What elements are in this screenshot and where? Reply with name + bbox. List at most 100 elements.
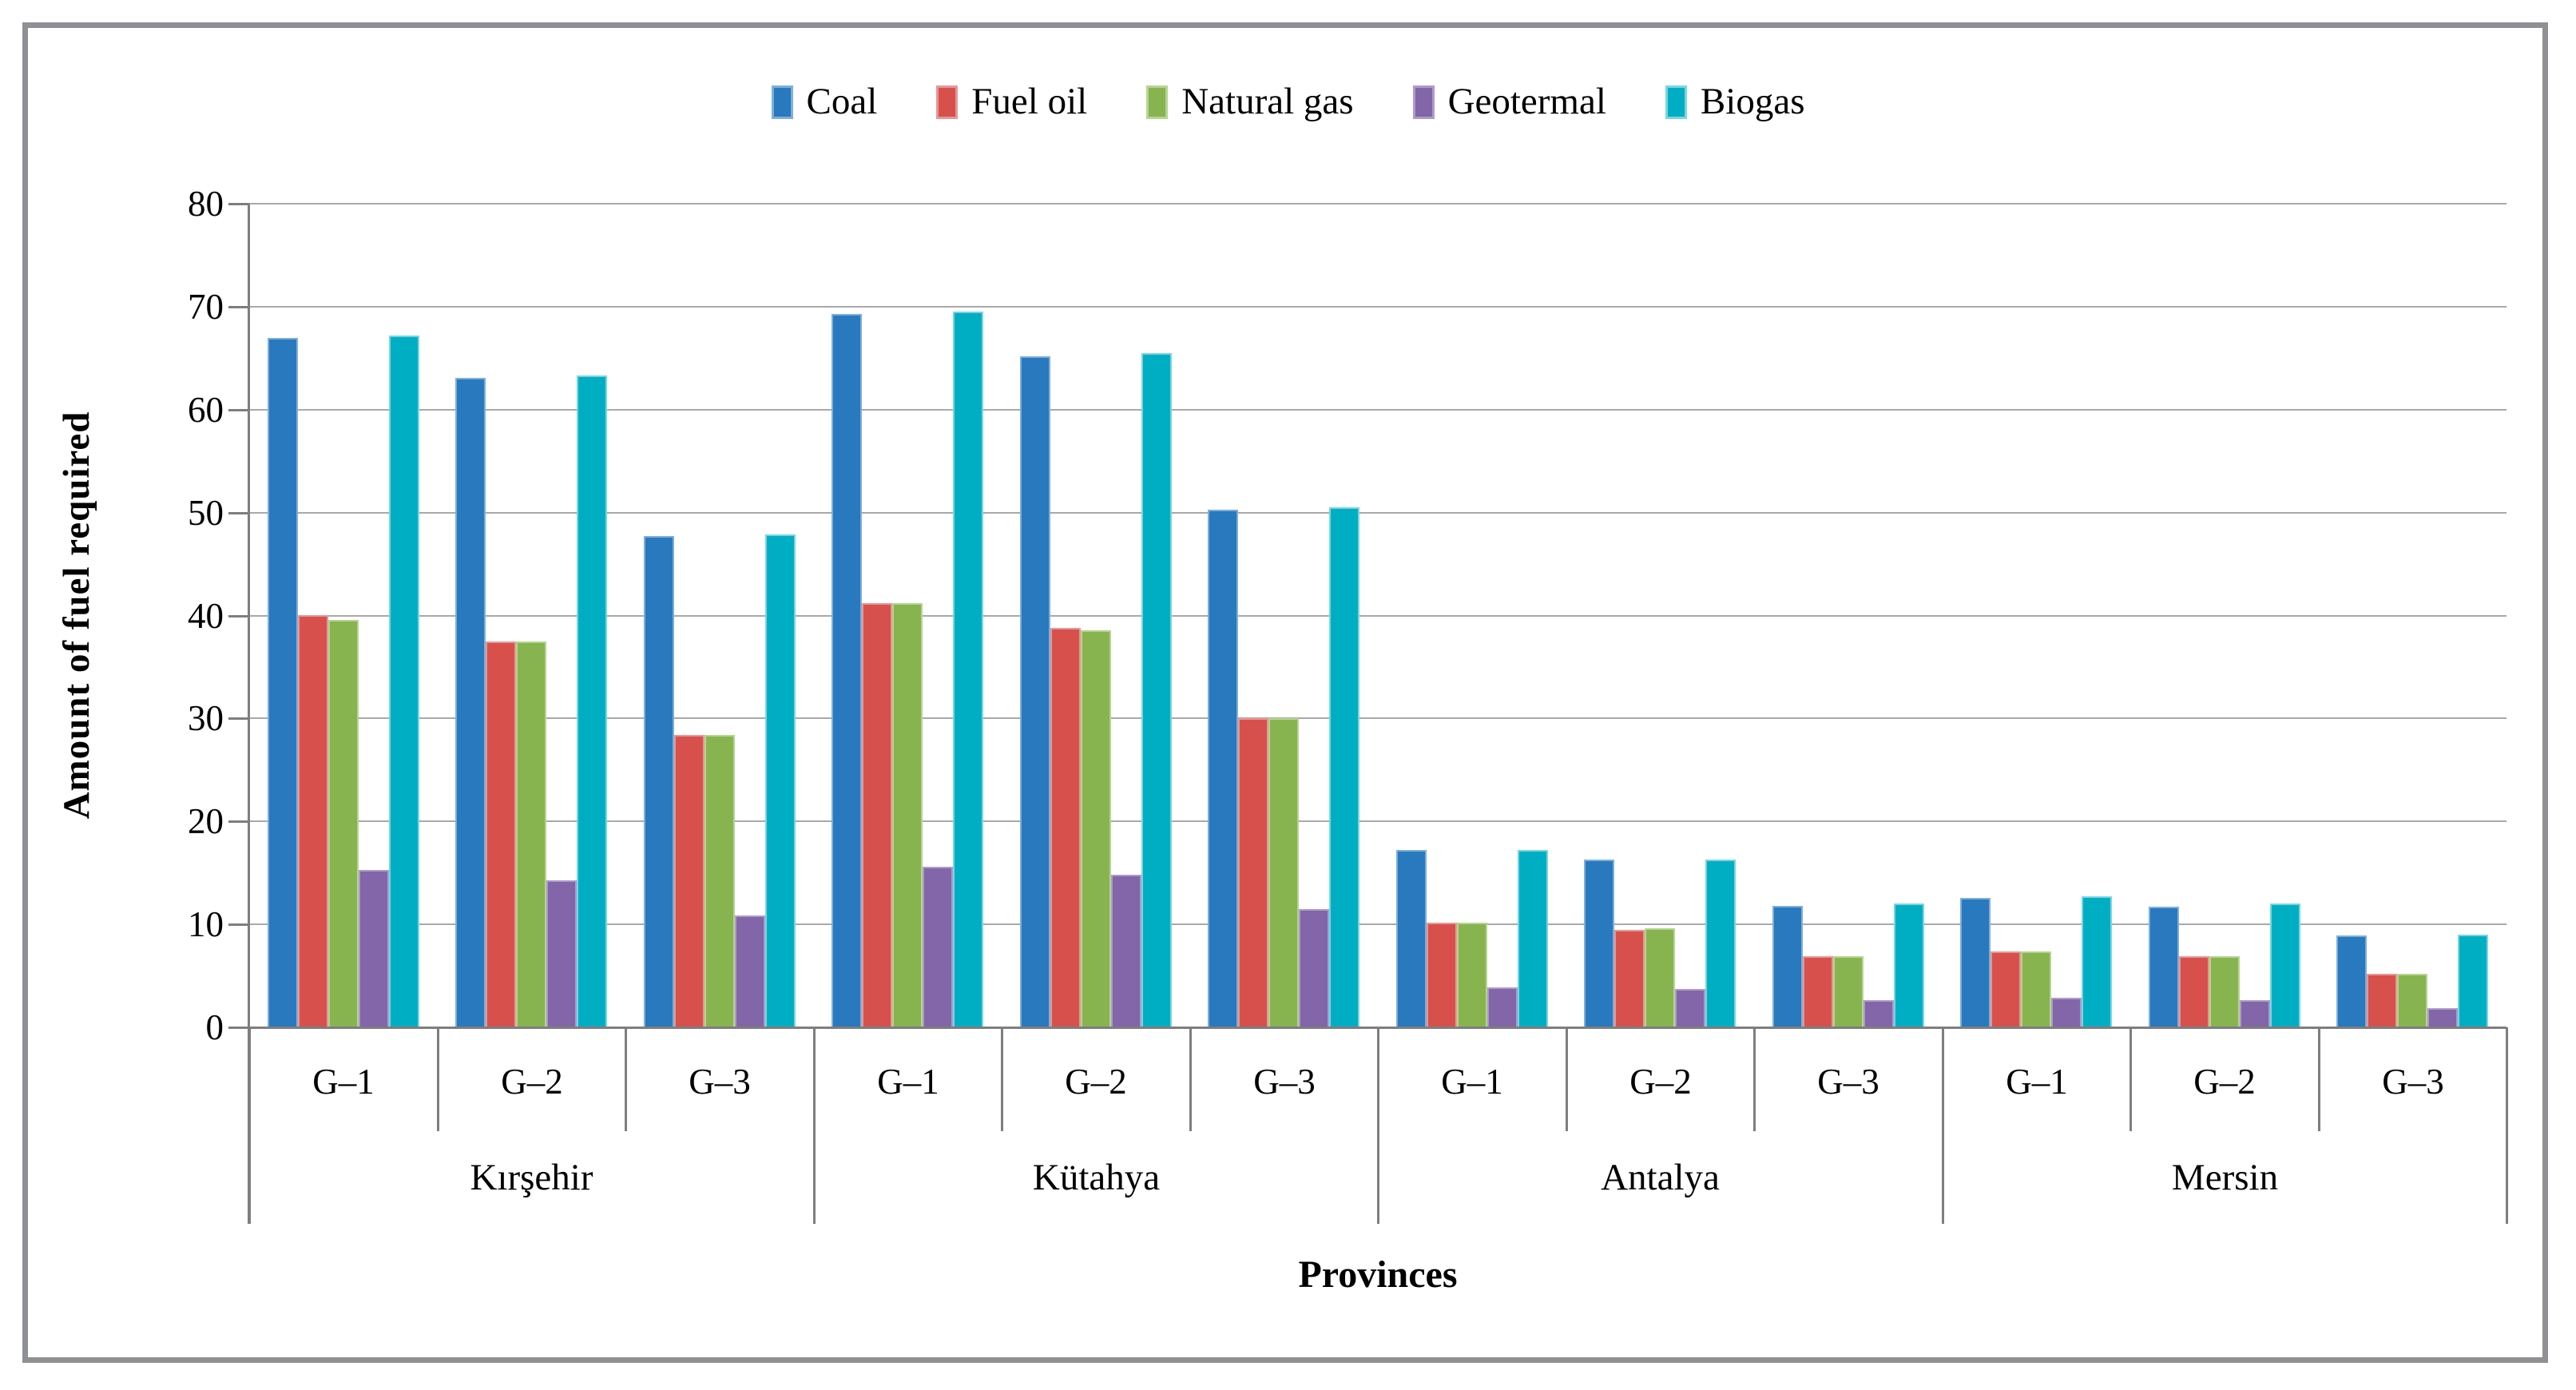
bar-biogas-mersin-g-3 (2458, 935, 2488, 1027)
bar-fuel-oil-antalya-g-2 (1614, 930, 1645, 1027)
gridline (249, 717, 2507, 719)
bar-natural-gas-k-tahya-g-1 (892, 603, 923, 1027)
group-separator (2318, 1027, 2320, 1131)
legend-swatch-biogas (1665, 85, 1687, 119)
bar-natural-gas-mersin-g-1 (2021, 951, 2051, 1027)
bar-biogas-mersin-g-2 (2270, 904, 2300, 1027)
bar-geotermal-k-r-ehir-g-3 (735, 915, 765, 1027)
gridline (249, 409, 2507, 411)
bar-biogas-k-r-ehir-g-3 (765, 534, 796, 1027)
bar-coal-k-tahya-g-3 (1208, 510, 1238, 1027)
bar-biogas-k-r-ehir-g-1 (389, 336, 419, 1027)
x-group-label-mersin-g-2: G–2 (2193, 1062, 2256, 1102)
y-tick (228, 820, 249, 823)
bar-coal-k-r-ehir-g-2 (455, 378, 486, 1027)
y-tick (228, 1027, 249, 1029)
bar-fuel-oil-k-r-ehir-g-1 (298, 615, 328, 1027)
legend-label: Natural gas (1181, 81, 1354, 122)
legend-swatch-natural-gas (1146, 85, 1169, 119)
province-separator (248, 1027, 251, 1224)
group-separator (2129, 1027, 2132, 1131)
x-group-label-k-tahya-g-2: G–2 (1065, 1062, 1127, 1102)
x-province-label-mersin: Mersin (2171, 1157, 2279, 1198)
legend-item-biogas: Biogas (1665, 81, 1805, 122)
legend-label: Biogas (1700, 81, 1805, 122)
gridline (249, 923, 2507, 925)
legend-label: Geotermal (1447, 81, 1606, 122)
legend-swatch-coal (771, 85, 793, 119)
group-separator (1566, 1027, 1568, 1131)
gridline (249, 203, 2507, 205)
bar-natural-gas-k-r-ehir-g-1 (328, 620, 359, 1027)
bar-fuel-oil-mersin-g-1 (1991, 951, 2021, 1027)
bar-coal-k-r-ehir-g-3 (644, 536, 674, 1027)
bar-fuel-oil-k-tahya-g-2 (1050, 628, 1081, 1027)
bar-natural-gas-mersin-g-2 (2209, 956, 2240, 1027)
y-tick (228, 923, 249, 926)
bar-fuel-oil-k-tahya-g-1 (862, 603, 892, 1027)
group-separator (1189, 1027, 1192, 1131)
y-tick (228, 615, 249, 618)
legend-label: Coal (806, 81, 878, 122)
bar-biogas-antalya-g-1 (1518, 850, 1548, 1027)
x-province-label-k-r-ehir: Kırşehir (470, 1157, 593, 1198)
y-tick-label: 60 (188, 390, 224, 430)
y-tick (228, 512, 249, 514)
y-tick-label: 80 (188, 184, 224, 224)
bar-geotermal-mersin-g-2 (2240, 1000, 2270, 1027)
bar-geotermal-mersin-g-1 (2051, 998, 2082, 1027)
group-separator (1753, 1027, 1756, 1131)
bar-fuel-oil-antalya-g-3 (1803, 956, 1833, 1027)
legend-item-fuel-oil: Fuel oil (936, 83, 1087, 121)
y-tick-label: 70 (188, 287, 224, 327)
bar-natural-gas-k-tahya-g-2 (1081, 630, 1111, 1027)
bar-natural-gas-antalya-g-1 (1457, 923, 1487, 1027)
y-tick-label: 10 (188, 904, 224, 944)
bar-biogas-k-r-ehir-g-2 (577, 375, 607, 1027)
x-group-label-k-r-ehir-g-1: G–1 (312, 1062, 375, 1102)
group-separator (437, 1027, 439, 1131)
bar-coal-k-tahya-g-2 (1020, 356, 1050, 1027)
bar-geotermal-k-tahya-g-2 (1111, 875, 1141, 1027)
bar-coal-k-tahya-g-1 (832, 314, 862, 1027)
bar-biogas-antalya-g-3 (1894, 904, 1924, 1027)
legend-item-natural-gas: Natural gas (1146, 81, 1354, 122)
bar-fuel-oil-mersin-g-3 (2367, 974, 2397, 1027)
gridline (249, 512, 2507, 514)
group-separator (1001, 1027, 1003, 1131)
y-tick (228, 203, 249, 205)
bar-natural-gas-mersin-g-3 (2397, 974, 2427, 1027)
bar-coal-antalya-g-3 (1772, 906, 1803, 1027)
bar-geotermal-antalya-g-3 (1864, 1000, 1894, 1027)
bar-coal-mersin-g-1 (1960, 898, 1991, 1027)
gridline (249, 306, 2507, 308)
group-separator (625, 1027, 627, 1131)
legend-item-geotermal: Geotermal (1412, 81, 1606, 122)
legend-item-coal: Coal (771, 81, 878, 122)
bar-fuel-oil-k-r-ehir-g-2 (486, 641, 516, 1027)
x-axis-title: Provinces (1298, 1253, 1458, 1296)
x-group-label-mersin-g-3: G–3 (2382, 1062, 2444, 1102)
y-tick-label: 50 (188, 493, 224, 533)
gridline (249, 615, 2507, 617)
province-separator (813, 1027, 816, 1224)
y-axis-title: Amount of fuel required (56, 411, 97, 820)
bar-coal-k-r-ehir-g-1 (268, 338, 298, 1027)
y-tick (228, 306, 249, 308)
y-tick (228, 717, 249, 720)
bar-geotermal-k-r-ehir-g-1 (359, 870, 389, 1027)
x-group-label-k-r-ehir-g-2: G–2 (501, 1062, 563, 1102)
y-tick-label: 30 (188, 698, 224, 738)
x-group-label-antalya-g-2: G–2 (1629, 1062, 1692, 1102)
bar-biogas-k-tahya-g-3 (1329, 507, 1359, 1027)
gridline (249, 820, 2507, 822)
bar-geotermal-k-r-ehir-g-2 (546, 880, 577, 1027)
bar-fuel-oil-mersin-g-2 (2179, 956, 2209, 1027)
legend: Coal Fuel oil Natural gas Geotermal Biogas (0, 83, 2576, 121)
bar-geotermal-antalya-g-2 (1675, 989, 1705, 1027)
province-separator (1942, 1027, 1944, 1224)
bar-fuel-oil-k-r-ehir-g-3 (674, 735, 705, 1027)
y-tick-label: 40 (188, 596, 224, 636)
bar-geotermal-k-tahya-g-1 (923, 867, 953, 1027)
